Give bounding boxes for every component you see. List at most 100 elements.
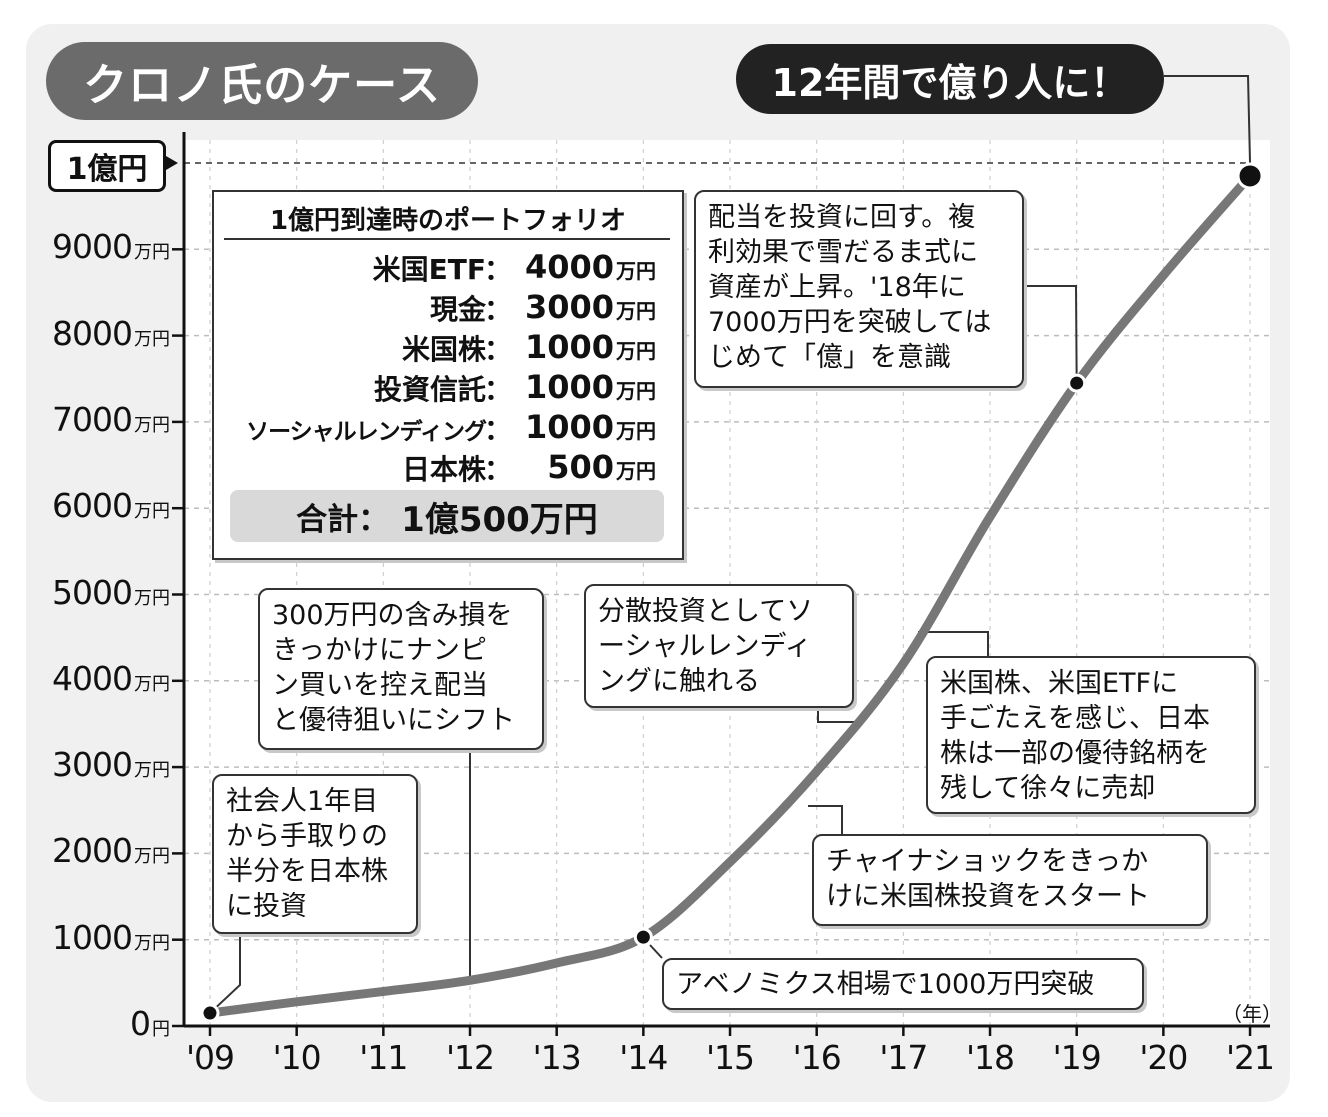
portfolio-row-label: ソーシャルレンディング	[246, 419, 487, 445]
portfolio-row: 米国ETF： 4000 万円	[214, 248, 682, 288]
portfolio-row-amount: 1000	[524, 328, 614, 366]
portfolio-row-label: 投資信託	[373, 373, 486, 406]
annotation-2017: 米国株、米国ETFに 手ごたえを感じ、日本 株は一部の優待銘柄を 残して徐々に売却	[926, 656, 1256, 814]
x-tick-label: '13	[532, 1038, 582, 1077]
annotation-2012: 300万円の含み損を きっかけにナンピ ン買いを控え配当 と優待狙いにシフト	[258, 588, 544, 750]
annotation-line: ーシャルレンディ	[598, 631, 812, 662]
annotation-line: 残して徐々に売却	[940, 773, 1156, 804]
y-tick-number: 7000	[52, 399, 133, 439]
portfolio-box: 1億円到達時のポートフォリオ 米国ETF： 4000 万円 現金： 3000 万円 米国株：…	[212, 190, 684, 560]
annotation-2016: 分散投資としてソ ーシャルレンディ ングに触れる	[584, 584, 854, 708]
y-tick-unit: 万円	[134, 328, 170, 350]
portfolio-row-value: 4000 万円	[525, 248, 656, 286]
annotation-line: と優待狙いにシフト	[272, 705, 515, 736]
data-point	[633, 927, 653, 947]
data-point	[200, 1003, 220, 1023]
axes	[166, 132, 1270, 1036]
x-tick-label: '14	[619, 1038, 668, 1077]
annotation-line: 株は一部の優待銘柄を	[940, 738, 1210, 769]
data-point	[1067, 373, 1087, 393]
y-tick-number: 0	[130, 1004, 151, 1043]
portfolio-row-amount: 4000	[524, 248, 614, 286]
annotation-line: 半分を日本株	[226, 856, 388, 887]
portfolio-row-amount: 500	[547, 448, 614, 486]
portfolio-row-amount: 3000	[524, 288, 614, 326]
portfolio-row: ソーシャルレンディング： 1000 万円	[214, 408, 682, 448]
x-tick-label: '20	[1139, 1038, 1188, 1077]
y-tick-unit: 万円	[134, 932, 170, 954]
annotation-line: じめて「億」を意識	[708, 342, 951, 373]
y-tick-number: 6000	[52, 486, 133, 526]
connector-2015	[808, 805, 843, 834]
portfolio-row-value: 1000 万円	[525, 368, 656, 406]
portfolio-row-label: 日本株	[401, 453, 486, 486]
series-markers	[200, 162, 1264, 1023]
y-tick-label: 5000 万円	[40, 573, 170, 612]
target-arrow	[166, 156, 178, 170]
y-tick-label: 3000 万円	[40, 745, 170, 784]
portfolio-row-value: 3000 万円	[525, 288, 656, 326]
portfolio-row-colon: ：	[484, 413, 513, 446]
portfolio-row-label: 米国ETF	[372, 253, 486, 286]
portfolio-row-colon: ：	[484, 453, 513, 486]
annotation-line: 配当を投資に回す。複	[708, 202, 976, 233]
y-tick-label: 9000 万円	[40, 227, 170, 266]
x-tick-label: '16	[792, 1038, 842, 1077]
y-tick-label: 8000 万円	[40, 314, 170, 353]
portfolio-row-amount: 1000	[524, 368, 614, 406]
portfolio-row: 米国株： 1000 万円	[214, 328, 682, 368]
portfolio-row-value: 1000 万円	[525, 328, 656, 366]
portfolio-row-unit: 万円	[616, 379, 656, 403]
portfolio-row-label: 米国株	[401, 333, 486, 366]
portfolio-row-colon: ：	[484, 373, 513, 406]
y-tick-unit: 円	[152, 1019, 170, 1040]
connector-2017	[918, 631, 989, 656]
portfolio-row-amount: 1000	[524, 408, 614, 446]
portfolio-row-unit: 万円	[616, 419, 656, 443]
portfolio-row-unit: 万円	[616, 339, 656, 363]
y-tick-number: 8000	[52, 313, 133, 353]
connector-2019	[1024, 285, 1078, 384]
portfolio-total-label: 合計：	[296, 501, 390, 538]
annotation-line: ン買いを控え配当	[272, 670, 488, 701]
portfolio-total: 合計： 1億500万円	[230, 490, 664, 542]
portfolio-row: 現金： 3000 万円	[214, 288, 682, 328]
data-point	[1236, 162, 1264, 190]
portfolio-row-value: 500 万円	[547, 448, 656, 486]
portfolio-title: 1億円到達時のポートフォリオ	[269, 206, 627, 236]
y-tick-number: 1000	[52, 917, 133, 957]
annotation-line: 資産が上昇。'18年に	[708, 272, 966, 303]
y-tick-unit: 万円	[134, 414, 170, 436]
portfolio-row: 日本株： 500 万円	[214, 448, 682, 488]
x-tick-label: '21	[1225, 1038, 1275, 1077]
y-tick-number: 3000	[52, 745, 133, 785]
x-tick-label: '10	[272, 1038, 322, 1077]
y-tick-number: 2000	[52, 831, 133, 871]
y-tick-label: 7000 万円	[40, 400, 170, 439]
y-tick-label: 2000 万円	[40, 831, 170, 870]
y-tick-unit: 万円	[134, 760, 170, 782]
connector-headline	[1164, 75, 1252, 164]
annotation-connectors	[209, 75, 1252, 1014]
annotation-line: チャイナショックをきっか	[826, 846, 1149, 877]
annotation-line: 手ごたえを感じ、日本	[940, 703, 1210, 734]
target-label: 1億円	[48, 140, 166, 192]
y-tick-label: 4000 万円	[40, 659, 170, 698]
annotation-line: から手取りの	[226, 821, 388, 852]
annotation-line: ングに触れる	[598, 666, 760, 697]
x-tick-label: '15	[705, 1038, 755, 1077]
portfolio-row-colon: ：	[484, 333, 513, 366]
portfolio-divider	[224, 238, 670, 240]
portfolio-row-colon: ：	[484, 253, 513, 286]
annotation-line: きっかけにナンピ	[272, 635, 487, 666]
y-tick-unit: 万円	[134, 846, 170, 868]
y-tick-unit: 万円	[134, 242, 170, 264]
y-tick-unit: 万円	[134, 501, 170, 523]
portfolio-row-unit: 万円	[616, 299, 656, 323]
connector-2009	[209, 934, 241, 1014]
x-tick-label: '09	[185, 1038, 235, 1077]
annotation-line: 米国株、米国ETFに	[940, 668, 1179, 699]
annotation-line: に投資	[226, 891, 307, 922]
annotation-line: 7000万円を突破しては	[708, 307, 992, 338]
